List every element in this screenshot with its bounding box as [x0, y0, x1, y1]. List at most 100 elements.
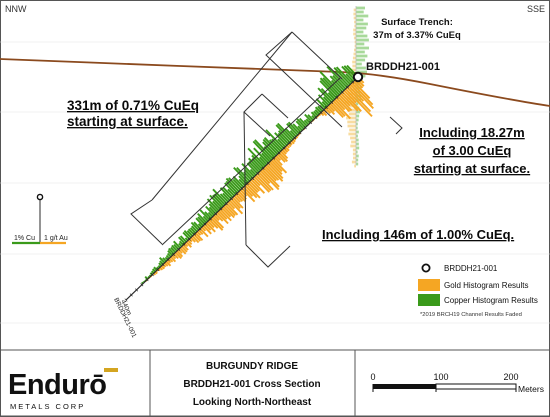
copper-histogram-bar	[295, 120, 305, 130]
gold-histogram-bar	[211, 216, 225, 229]
collar-marker	[352, 71, 364, 83]
gold-histogram-bar	[331, 101, 346, 117]
gold-histogram-bar	[341, 91, 362, 112]
gold-histogram-bar	[233, 195, 241, 203]
inner-interval-bracket	[243, 93, 291, 268]
copper-histogram-bar	[278, 130, 291, 144]
copper-histogram-bar	[212, 194, 225, 207]
copper-histogram-bar	[171, 244, 178, 252]
copper-histogram-bar	[152, 268, 157, 273]
copper-histogram-bar	[277, 138, 286, 148]
drillhole-tick	[135, 288, 139, 292]
gold-histogram-bar	[191, 235, 200, 244]
gold-histogram-bar	[164, 262, 169, 267]
copper-histogram-bar	[170, 246, 177, 254]
copper-histogram-bar	[251, 154, 265, 169]
copper-histogram-bar	[212, 200, 221, 210]
drillhole-tick	[140, 283, 144, 287]
drillhole-tick	[229, 197, 233, 201]
copper-histogram-bar	[259, 156, 268, 166]
histogram-scale-key: 1% Cu 1 g/t Au	[12, 193, 68, 245]
copper-histogram-bar	[315, 98, 327, 109]
drillhole-tick	[345, 85, 349, 89]
gold-histogram-bar	[196, 230, 202, 236]
drillhole-tick	[309, 121, 313, 125]
drillhole-tick	[256, 171, 260, 175]
copper-histogram-bar	[246, 162, 259, 175]
legend-gold-swatch	[418, 279, 440, 291]
gold-histogram-bar	[340, 92, 359, 112]
copper-histogram-bar	[317, 105, 324, 112]
gold-histogram-bar	[167, 259, 172, 264]
copper-histogram-bar	[326, 65, 348, 89]
gold-histogram-bar	[185, 241, 192, 248]
gold-histogram-bar	[199, 227, 209, 238]
gold-histogram-bar	[221, 207, 232, 218]
drillhole-tick	[351, 80, 355, 84]
gold-histogram-bar	[275, 155, 282, 162]
gold-histogram-bar	[198, 229, 204, 235]
copper-histogram-bar	[248, 157, 262, 172]
gold-histogram-bar	[258, 171, 271, 184]
copper-histogram-bar	[186, 230, 194, 237]
scale-unit: Meters	[518, 384, 544, 394]
legend: BRDDH21-001 Gold Histogram Results Coppe…	[418, 263, 538, 318]
drillhole-tick	[240, 186, 244, 191]
copper-histogram-bar	[327, 92, 336, 100]
drillhole-tick	[161, 262, 165, 267]
gold-histogram-bar	[216, 211, 229, 225]
gold-histogram-bar	[332, 100, 351, 120]
gold-histogram-bar	[337, 95, 353, 112]
gold-histogram-bar	[219, 208, 232, 222]
copper-histogram-bar	[319, 71, 342, 95]
scale-tick-0: 0	[370, 372, 375, 382]
gold-histogram-bar	[326, 106, 336, 116]
copper-histogram-bar	[274, 132, 288, 147]
drillhole-tick	[150, 273, 154, 277]
gold-histogram-bar	[210, 217, 224, 231]
drillhole-tick	[335, 95, 339, 99]
drillhole-tick	[314, 115, 318, 120]
copper-histogram-bar	[243, 168, 254, 179]
legend-copper-swatch	[418, 294, 440, 306]
drillhole-tick	[251, 176, 255, 180]
drillhole-tick	[214, 212, 218, 216]
drillhole-tick	[330, 100, 334, 104]
copper-histogram-bar	[165, 254, 170, 260]
copper-histogram-bar	[307, 114, 314, 121]
gold-histogram-bar	[181, 245, 188, 253]
scale-tick-100: 100	[433, 372, 448, 382]
copper-histogram-bar	[292, 123, 302, 133]
gold-histogram-bar	[338, 94, 351, 107]
gold-histogram-bar	[324, 107, 332, 114]
copper-histogram-bar	[249, 168, 257, 176]
title-line2: BRDDH21-001 Cross Section	[183, 379, 320, 390]
copper-histogram-bar	[166, 252, 172, 258]
legend-copper-label: Copper Histogram Results	[444, 296, 538, 305]
legend-gold-label: Gold Histogram Results	[444, 281, 528, 290]
gold-histogram-bar	[252, 177, 261, 187]
gold-histogram-bar	[269, 161, 283, 175]
collar-label: BRDDH21-001	[366, 61, 440, 73]
gold-histogram-bar	[218, 210, 228, 220]
drillhole-tick	[124, 298, 128, 302]
copper-histogram-bar	[311, 115, 316, 120]
logo-wordmark: Endurō	[8, 369, 107, 401]
drillhole-tick	[198, 227, 202, 231]
drillhole-tick	[166, 257, 170, 262]
gold-histogram-bar	[193, 233, 201, 242]
copper-histogram-bar	[195, 217, 204, 227]
gold-histogram-bar	[329, 103, 344, 119]
gold-histogram-bar	[205, 222, 216, 233]
gold-histogram-bar	[171, 254, 177, 260]
gold-histogram-bar	[349, 83, 374, 110]
copper-histogram-bar	[329, 75, 345, 92]
copper-histogram-bar	[241, 163, 256, 178]
main-interval-label-line1: 331m of 0.71% CuEq	[67, 98, 199, 113]
gold-histogram-bar	[184, 242, 189, 248]
drillhole-tick	[298, 131, 302, 135]
gold-histogram-bar	[334, 98, 346, 111]
copper-histogram-bar	[263, 137, 280, 154]
gold-histogram-bar	[182, 244, 189, 251]
copper-histogram-bar	[330, 79, 344, 93]
